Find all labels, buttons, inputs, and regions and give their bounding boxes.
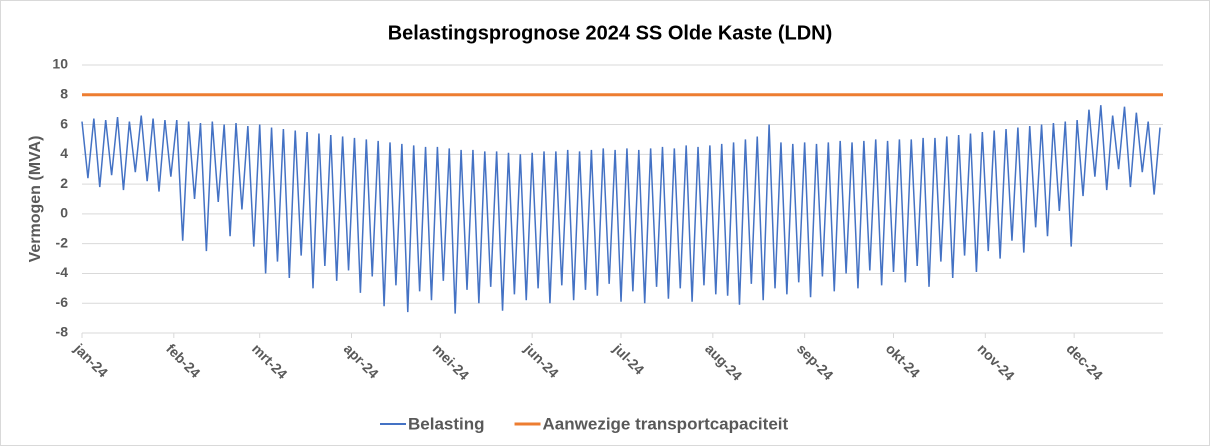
y-tick-label: 6 xyxy=(60,115,68,131)
y-tick-label: 10 xyxy=(52,56,68,72)
series-line xyxy=(81,105,1161,314)
legend-label: Belasting xyxy=(408,414,485,433)
y-tick-label: 8 xyxy=(60,85,68,101)
y-axis-label: Vermogen (MVA) xyxy=(27,136,44,263)
y-tick-label: 2 xyxy=(60,175,68,191)
y-tick-label: -2 xyxy=(56,234,69,250)
y-tick-label: -8 xyxy=(56,324,69,340)
y-tick-label: 0 xyxy=(60,205,68,221)
y-tick-label: -4 xyxy=(56,264,69,280)
chart-title: Belastingsprognose 2024 SS Olde Kaste (L… xyxy=(388,22,833,44)
y-tick-label: -6 xyxy=(56,294,69,310)
legend-label: Aanwezige transportcapaciteit xyxy=(543,414,789,433)
y-tick-label: 4 xyxy=(60,145,68,161)
